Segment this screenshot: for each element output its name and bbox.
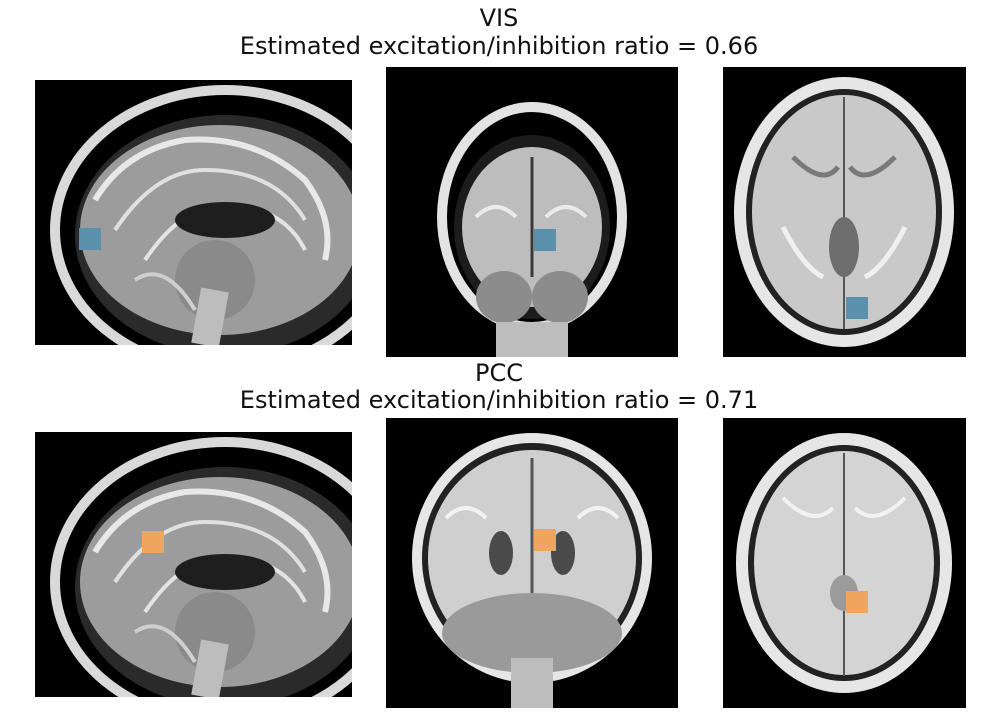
region-marker (79, 228, 101, 250)
sagittal-brain-image (35, 432, 352, 697)
region-marker (142, 531, 164, 553)
row2-ratio-title: Estimated excitation/inhibition ratio = … (239, 386, 759, 414)
row1-coronal-view (386, 67, 678, 357)
row2-axial-view (723, 418, 966, 708)
row2-coronal-view (386, 418, 678, 708)
region-marker (846, 591, 868, 613)
row1-sagittal-view (35, 80, 352, 345)
row2-region-title: PCC (475, 359, 523, 387)
region-marker (534, 529, 556, 551)
sagittal-brain-image (35, 80, 352, 345)
row2-sagittal-view (35, 432, 352, 697)
row1-region-title: VIS (479, 4, 519, 32)
row1-ratio-title: Estimated excitation/inhibition ratio = … (239, 32, 759, 60)
axial-brain-image (723, 67, 966, 357)
coronal-brain-image (386, 418, 678, 708)
coronal-brain-image (386, 67, 678, 357)
axial-brain-image (723, 418, 966, 708)
region-marker (846, 297, 868, 319)
row1-axial-view (723, 67, 966, 357)
region-marker (534, 229, 556, 251)
